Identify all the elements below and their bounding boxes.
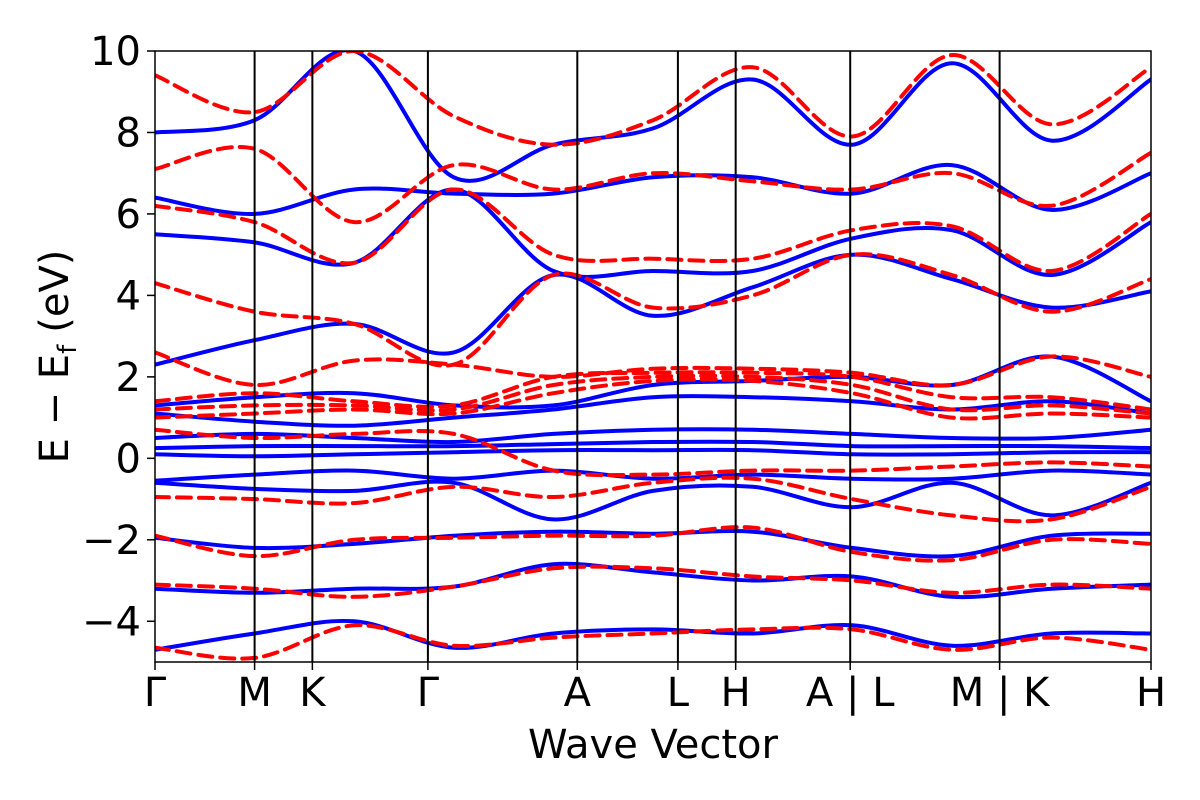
x-tick-label: A <box>564 670 592 716</box>
x-axis-label: Wave Vector <box>528 722 779 768</box>
red-band-line <box>155 252 1151 368</box>
x-tick-label: M <box>237 670 272 716</box>
red-band-line <box>155 370 1151 412</box>
red-band-line <box>155 187 1151 274</box>
blue-band-line <box>155 187 1151 279</box>
blue-band-line <box>155 528 1151 559</box>
red-band-line <box>155 564 1151 599</box>
blue-band-line <box>155 163 1151 216</box>
red-dashed-series <box>155 51 1151 661</box>
y-tick-label: 0 <box>116 436 141 482</box>
red-band-line <box>155 145 1151 225</box>
blue-band-line <box>155 618 1151 652</box>
blue-band-line <box>155 427 1151 445</box>
red-band-line <box>155 373 1151 416</box>
red-band-line <box>155 623 1151 661</box>
red-band-line <box>155 427 1151 478</box>
y-axis-label-main: E − E <box>32 354 78 464</box>
x-tick-label: Γ <box>417 670 440 716</box>
blue-band-line <box>155 51 1151 183</box>
red-band-line <box>155 525 1151 563</box>
y-tick-label: 4 <box>116 273 141 319</box>
y-tick-label: 2 <box>116 355 141 401</box>
y-axis-label-unit: (eV) <box>32 250 78 333</box>
y-axis-label: E − Ef (eV) <box>32 250 83 464</box>
blue-band-line <box>155 479 1151 522</box>
blue-band-line <box>155 447 1151 459</box>
y-tick-label: −2 <box>82 518 141 564</box>
blue-band-line <box>155 439 1151 451</box>
red-band-line <box>155 350 1151 388</box>
series-layer <box>155 51 1151 661</box>
y-axis-label-subscript: f <box>53 344 83 354</box>
x-tick-label: L <box>667 670 690 716</box>
blue-band-line <box>155 354 1151 410</box>
plot-area <box>154 50 1152 663</box>
x-tick-label: H <box>721 670 751 716</box>
blue-band-line <box>155 468 1151 483</box>
x-tick-label: Γ <box>144 670 167 716</box>
x-tick-label: H <box>1136 670 1166 716</box>
x-tick-label: A | L <box>806 670 895 716</box>
red-band-line <box>155 51 1151 147</box>
x-tick-label: K <box>299 670 327 716</box>
blue-solid-series <box>155 51 1151 652</box>
red-band-line <box>155 377 1151 421</box>
y-tick-label: 10 <box>90 29 141 75</box>
blue-band-line <box>155 252 1151 367</box>
red-band-line <box>155 475 1151 524</box>
blue-band-line <box>155 561 1151 600</box>
y-tick-label: 8 <box>116 110 141 156</box>
x-tick-label: M | K <box>950 670 1051 716</box>
y-tick-label: −4 <box>82 599 141 645</box>
blue-band-line <box>155 394 1151 428</box>
plot-frame <box>154 50 1152 663</box>
high-symmetry-lines <box>253 51 1001 662</box>
y-tick-label: 6 <box>116 192 141 238</box>
y-axis-ticks: −4 −2 0 2 4 6 8 10 <box>82 29 155 645</box>
